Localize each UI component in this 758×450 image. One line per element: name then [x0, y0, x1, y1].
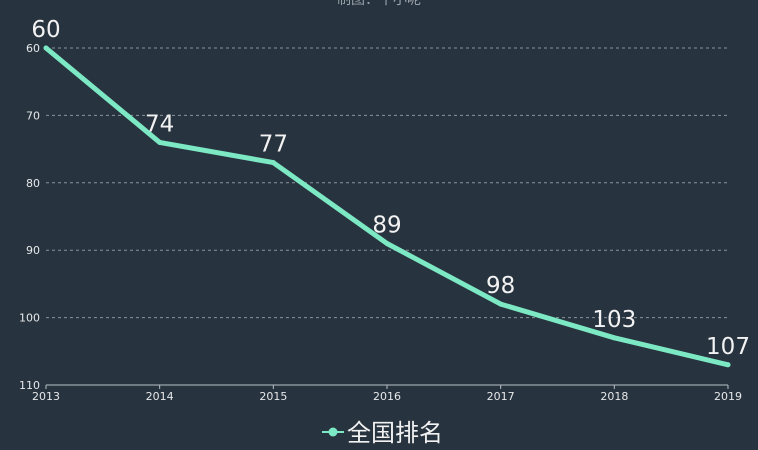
x-tick-label: 2016: [373, 390, 401, 403]
x-tick-label: 2014: [146, 390, 174, 403]
data-point[interactable]: [498, 301, 504, 307]
data-point[interactable]: [157, 139, 163, 145]
data-point[interactable]: [725, 362, 731, 368]
x-tick-label: 2018: [600, 390, 628, 403]
legend-marker-icon: [328, 427, 338, 437]
data-label: 77: [259, 132, 288, 158]
legend[interactable]: 全国排名: [322, 419, 443, 447]
y-tick-label: 70: [26, 109, 40, 122]
y-tick-label: 60: [26, 42, 40, 55]
y-tick-label: 90: [26, 244, 40, 257]
legend-label[interactable]: 全国排名: [347, 419, 443, 447]
series-layer: [43, 45, 731, 368]
y-tick-label: 80: [26, 177, 40, 190]
x-tick-label: 2013: [32, 390, 60, 403]
data-point[interactable]: [611, 335, 617, 341]
data-label-layer: 60 74 77 89 98 103 107: [31, 17, 750, 360]
data-label: 103: [592, 307, 636, 333]
data-point[interactable]: [270, 160, 276, 166]
data-label: 107: [706, 334, 750, 360]
x-tick-label: 2019: [714, 390, 742, 403]
grid-layer: [46, 47, 728, 319]
data-label: 74: [145, 111, 174, 137]
data-point[interactable]: [384, 240, 390, 246]
data-label: 98: [486, 273, 515, 299]
data-label: 60: [31, 17, 60, 43]
chart-subtitle: 制图：十小呢: [337, 0, 421, 8]
x-tick-label: 2015: [259, 390, 287, 403]
y-tick-label: 110: [19, 379, 40, 392]
y-tick-label: 100: [19, 312, 40, 325]
data-label: 89: [372, 212, 401, 238]
x-tick-label: 2017: [487, 390, 515, 403]
data-point[interactable]: [43, 45, 49, 51]
